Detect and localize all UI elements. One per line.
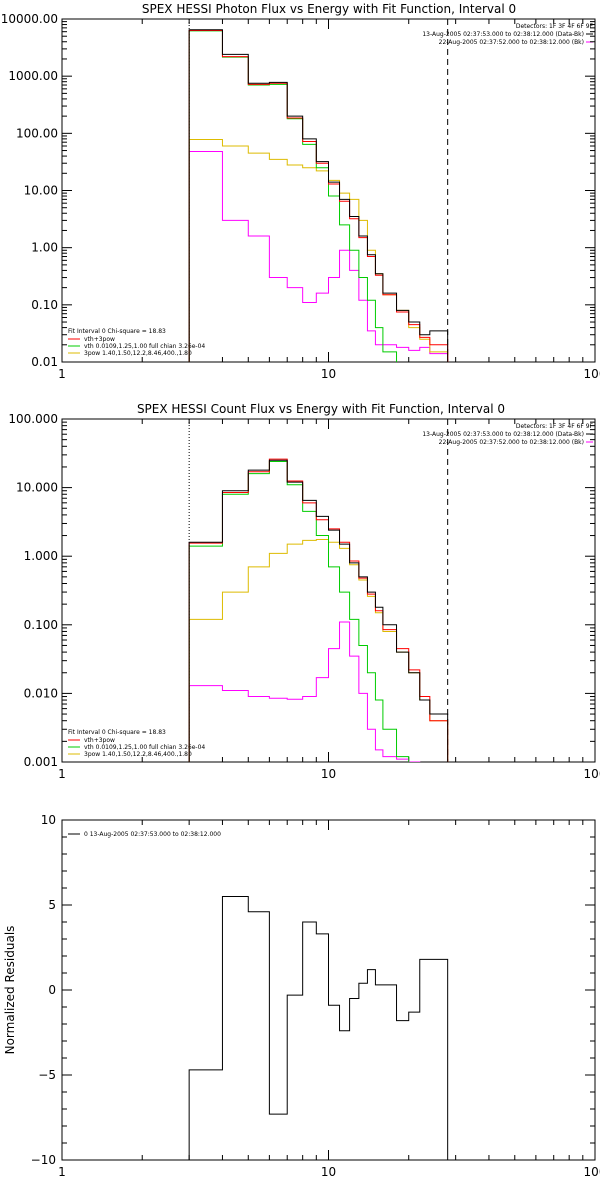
count-flux-fit-legend-2: vth 0.0109,1.25,1.00 full chian 3.26e-04 bbox=[84, 744, 205, 751]
photon-flux-series-vth-3pow bbox=[188, 29, 449, 362]
photon-flux-series-data-bk bbox=[188, 29, 449, 362]
photon-flux-y-tick-label: 0.10 bbox=[31, 298, 58, 312]
residuals-series-group bbox=[188, 896, 449, 1160]
photon-flux-x-tick-label: 10 bbox=[321, 367, 336, 381]
photon-flux-y-tick-label: 100.00 bbox=[16, 126, 58, 140]
residuals-y-tick-label: −5 bbox=[38, 1068, 56, 1082]
count-flux-y-tick-label: 0.001 bbox=[24, 755, 58, 769]
residuals-legend-0: 0 13-Aug-2005 02:37:53.000 to 02:38:12.0… bbox=[84, 831, 221, 838]
count-flux-time-legend-1: 22-Aug-2005 02:37:52.000 to 02:38:12.000… bbox=[439, 439, 584, 446]
photon-flux-panel: SPEX HESSI Photon Flux vs Energy with Fi… bbox=[1, 2, 600, 381]
photon-flux-series-bk bbox=[188, 151, 449, 362]
photon-flux-x-tick-label: 100 bbox=[584, 367, 600, 381]
residuals-x-tick-label: 10 bbox=[321, 1165, 336, 1179]
residuals-y-tick-label: −10 bbox=[31, 1153, 56, 1167]
residuals-y-axis-label: Normalized Residuals bbox=[3, 926, 17, 1055]
photon-flux-detectors: Detectors: 1F 3F 4F 6F 9F bbox=[516, 23, 594, 30]
count-flux-y-tick-label: 0.100 bbox=[24, 618, 58, 632]
count-flux-axes-frame bbox=[61, 418, 596, 763]
photon-flux-fit-legend-2: vth 0.0109,1.25,1.00 full chian 3.26e-04 bbox=[84, 343, 205, 350]
photon-flux-fit-legend-1: vth+3pow bbox=[84, 336, 115, 343]
count-flux-x-tick-label: 1 bbox=[58, 767, 66, 781]
photon-flux-series-3pow bbox=[188, 139, 449, 362]
count-flux-fit-legend-3: 3pow 1.40,1.50,12.2,8.46,400.,1.80 bbox=[84, 751, 192, 758]
photon-flux-y-tick-label: 1.00 bbox=[31, 241, 58, 255]
photon-flux-title: SPEX HESSI Photon Flux vs Energy with Fi… bbox=[142, 2, 516, 16]
count-flux-panel: SPEX HESSI Count Flux vs Energy with Fit… bbox=[8, 402, 600, 781]
photon-flux-y-tick-label: 10000.00 bbox=[1, 12, 58, 26]
residuals-y-tick-label: 0 bbox=[48, 983, 56, 997]
count-flux-y-tick-label: 100.000 bbox=[8, 412, 58, 426]
photon-flux-y-tick-label: 10.00 bbox=[24, 184, 58, 198]
count-flux-series-vth-3pow bbox=[188, 458, 449, 762]
residuals-panel: Normalized Residuals 0 13-Aug-2005 02:37… bbox=[3, 813, 600, 1179]
residuals-y-tick-label: 5 bbox=[48, 898, 56, 912]
count-flux-fit-legend-0: Fit Interval 0 Chi-square = 18.83 bbox=[68, 729, 166, 736]
count-flux-y-tick-label: 10.000 bbox=[16, 481, 58, 495]
residuals-x-tick-label: 1 bbox=[58, 1165, 66, 1179]
count-flux-series-group bbox=[188, 458, 449, 762]
count-flux-y-tick-label: 1.000 bbox=[24, 549, 58, 563]
photon-flux-series-vth bbox=[188, 30, 398, 362]
count-flux-x-tick-label: 10 bbox=[321, 767, 336, 781]
count-flux-fit-legend-1: vth+3pow bbox=[84, 737, 115, 744]
photon-flux-fit-legend-3: 3pow 1.40,1.50,12.2,8.46,400.,1.80 bbox=[84, 350, 192, 357]
count-flux-x-tick-label: 100 bbox=[584, 767, 600, 781]
residuals-y-tick-label: 10 bbox=[41, 813, 56, 827]
photon-flux-y-tick-label: 1000.00 bbox=[8, 69, 58, 83]
count-flux-time-legend-0: 13-Aug-2005 02:37:53.000 to 02:38:12.000… bbox=[422, 431, 584, 438]
photon-flux-series-group bbox=[188, 29, 449, 362]
residuals-series-residual bbox=[188, 896, 449, 1160]
photon-flux-x-tick-label: 1 bbox=[58, 367, 66, 381]
photon-flux-y-tick-label: 0.01 bbox=[31, 355, 58, 369]
count-flux-series-vth bbox=[188, 461, 410, 762]
photon-flux-fit-legend-0: Fit Interval 0 Chi-square = 18.83 bbox=[68, 328, 166, 335]
count-flux-title: SPEX HESSI Count Flux vs Energy with Fit… bbox=[137, 402, 505, 416]
count-flux-series-data-bk bbox=[188, 459, 449, 762]
photon-flux-time-legend-1: 22-Aug-2005 02:37:52.000 to 02:38:12.000… bbox=[439, 39, 584, 46]
photon-flux-time-legend-0: 13-Aug-2005 02:37:53.000 to 02:38:12.000… bbox=[422, 31, 584, 38]
count-flux-y-tick-label: 0.010 bbox=[24, 686, 58, 700]
residuals-x-tick-label: 100 bbox=[584, 1165, 600, 1179]
count-flux-detectors: Detectors: 1F 3F 4F 6F 9F bbox=[516, 423, 594, 430]
